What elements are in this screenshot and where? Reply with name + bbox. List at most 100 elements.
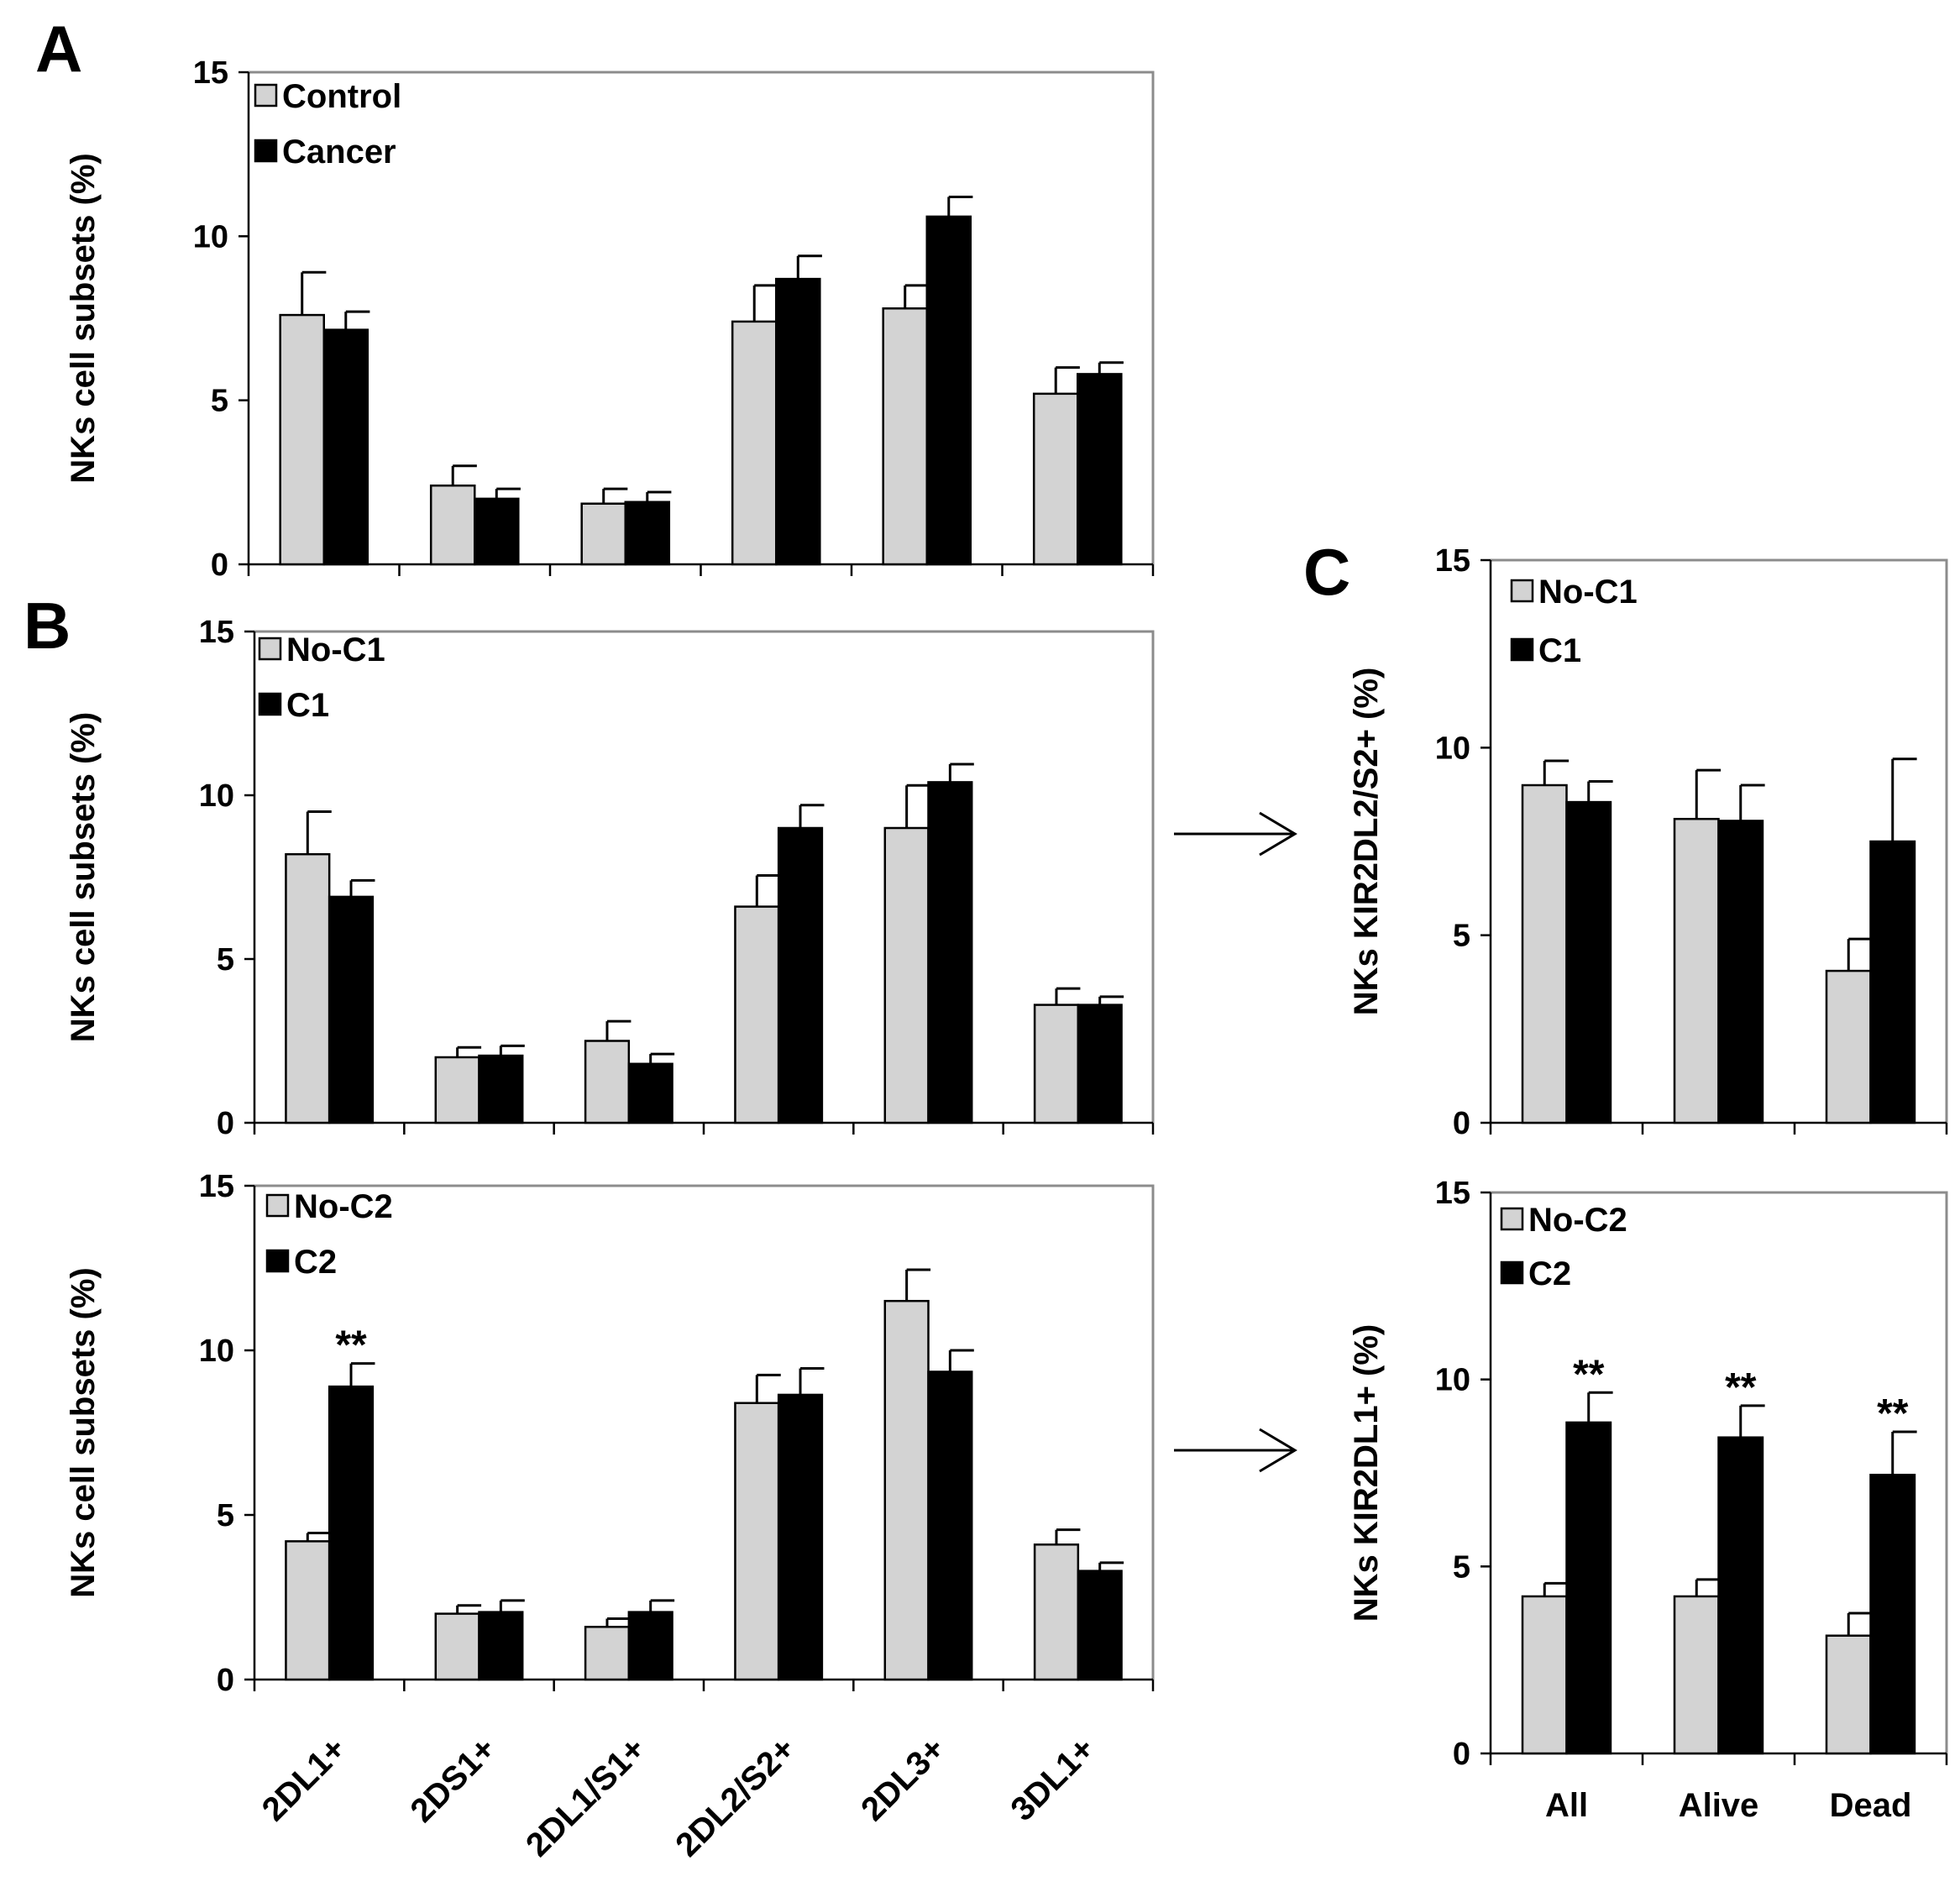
y-tick-label: 15 xyxy=(1435,1176,1470,1211)
bar-no-c1-0 xyxy=(285,852,331,1124)
bar-c1-4 xyxy=(927,781,973,1124)
y-tick-label: 10 xyxy=(193,219,228,254)
legend-label: C1 xyxy=(1538,632,1581,669)
bar-c2-2 xyxy=(627,1611,673,1681)
arrow-b-to-c-top xyxy=(1174,811,1297,857)
chart-panel-b-bottom: 0 5 10 15 NKs cell subsets (%) ** No-C2 C2 2DL1+… xyxy=(65,1169,1155,1864)
y-axis-title: NKs cell subsets (%) xyxy=(65,153,102,483)
y-tick-label: 5 xyxy=(1453,1549,1470,1585)
bar-cancer-0 xyxy=(322,328,369,566)
category-label: 2DL1/S1+ xyxy=(519,1730,652,1863)
bar-no-c1-0 xyxy=(1521,784,1568,1124)
significance-label: ** xyxy=(1573,1352,1605,1397)
bar-c2-5 xyxy=(1077,1570,1123,1681)
legend-label: No-C1 xyxy=(286,632,385,668)
panel-letter-c: C xyxy=(1303,535,1350,609)
panel-letter-a: A xyxy=(35,12,82,86)
y-axis-title: NKs cell subsets (%) xyxy=(65,1267,102,1597)
bar-c2-1 xyxy=(1717,1436,1764,1755)
y-tick-label: 5 xyxy=(217,942,234,977)
bar-c2-4 xyxy=(927,1371,973,1681)
bar-no-c2-3 xyxy=(734,1402,780,1681)
panel-letter-b: B xyxy=(24,589,71,663)
bar-no-c1-2 xyxy=(584,1040,631,1124)
y-tick-label: 15 xyxy=(193,55,228,91)
y-axis-title: NKs KIR2DL2/S2+ (%) xyxy=(1348,668,1385,1016)
bar-no-c1-2 xyxy=(1825,969,1872,1124)
bar-c1-0 xyxy=(1565,800,1612,1124)
bar-no-c2-1 xyxy=(434,1612,480,1681)
bar-c2-0 xyxy=(1565,1421,1612,1755)
category-label: Alive xyxy=(1679,1787,1759,1824)
bar-no-c1-5 xyxy=(1033,1004,1080,1124)
bar-cancer-4 xyxy=(925,215,972,566)
y-tick-label: 10 xyxy=(199,1334,234,1369)
category-label: 2DS1+ xyxy=(403,1730,502,1829)
bar-cancer-3 xyxy=(775,277,821,566)
bar-c1-0 xyxy=(328,895,375,1124)
chart-panel-b-top: 0 5 10 15 NKs cell subsets (%) No-C1 C1 xyxy=(65,615,1155,1141)
bar-no-c2-1 xyxy=(1673,1595,1720,1755)
bar-no-c2-2 xyxy=(1825,1634,1872,1755)
bar-c1-5 xyxy=(1077,1004,1123,1124)
bar-c1-3 xyxy=(777,826,824,1124)
bar-c2-2 xyxy=(1869,1473,1916,1755)
significance-label: ** xyxy=(1725,1365,1757,1410)
plot-frame xyxy=(254,630,1155,1123)
bar-no-c1-1 xyxy=(1673,817,1720,1124)
y-tick-label: 0 xyxy=(1453,1106,1470,1141)
legend-swatch xyxy=(265,1249,290,1273)
bar-control-1 xyxy=(429,484,476,566)
bar-cancer-5 xyxy=(1077,373,1123,566)
plot-frame xyxy=(254,1184,1155,1680)
y-tick-label: 10 xyxy=(1435,731,1470,766)
category-label: 2DL1+ xyxy=(255,1730,354,1828)
bar-no-c2-0 xyxy=(1521,1595,1568,1755)
bar-control-5 xyxy=(1032,392,1079,566)
plot-frame xyxy=(249,71,1155,564)
bar-cancer-1 xyxy=(474,497,520,566)
bar-control-2 xyxy=(580,502,627,566)
legend-swatch xyxy=(1500,1260,1524,1285)
y-tick-label: 5 xyxy=(211,384,228,419)
y-tick-label: 10 xyxy=(199,778,234,814)
legend-swatch xyxy=(258,637,282,661)
legend-label: C2 xyxy=(1528,1255,1571,1292)
y-tick-label: 5 xyxy=(217,1498,234,1533)
bar-c2-3 xyxy=(777,1393,824,1681)
category-label: 2DL3+ xyxy=(854,1730,952,1828)
legend-label: C1 xyxy=(286,687,329,724)
bar-cancer-2 xyxy=(624,501,671,566)
chart-panel-c-bottom: 0 5 10 15 NKs KIR2DL1+ (%) ** ** ** No-C2 C2 All Al… xyxy=(1348,1176,1948,1824)
bar-no-c1-1 xyxy=(434,1056,480,1124)
y-tick-label: 0 xyxy=(211,548,228,583)
plot-frame xyxy=(1491,558,1948,1123)
bar-control-0 xyxy=(279,313,326,566)
y-tick-label: 15 xyxy=(199,615,234,650)
bar-control-3 xyxy=(731,320,778,566)
significance-label: ** xyxy=(1877,1391,1909,1436)
category-label: Dead xyxy=(1830,1787,1912,1824)
y-tick-label: 15 xyxy=(1435,543,1470,579)
legend-swatch xyxy=(1510,579,1534,603)
arrow-b-to-c-bottom xyxy=(1174,1428,1297,1473)
chart-panel-c-top: 0 5 10 15 NKs KIR2DL2/S2+ (%) No-C1 C1 xyxy=(1348,543,1948,1141)
legend-label: C2 xyxy=(294,1244,337,1281)
bar-c1-1 xyxy=(1717,820,1764,1124)
category-label: All xyxy=(1545,1787,1588,1824)
y-axis-title: NKs cell subsets (%) xyxy=(65,712,102,1042)
y-tick-label: 0 xyxy=(217,1106,234,1141)
bar-c1-1 xyxy=(478,1054,524,1124)
legend-label: Cancer xyxy=(282,134,396,170)
bar-no-c2-5 xyxy=(1033,1543,1080,1681)
legend-swatch xyxy=(1510,637,1534,662)
legend-label: No-C2 xyxy=(294,1188,393,1225)
legend-label: No-C1 xyxy=(1538,574,1638,611)
significance-label: ** xyxy=(335,1323,367,1368)
bar-no-c2-0 xyxy=(285,1540,331,1681)
legend-label: Control xyxy=(282,78,401,115)
bar-no-c1-3 xyxy=(734,905,780,1124)
bar-c1-2 xyxy=(1869,840,1916,1124)
chart-panel-a: 0 5 10 15 NKs cell subsets (%) Control Cancer xyxy=(65,55,1155,583)
bar-no-c1-4 xyxy=(883,826,930,1124)
